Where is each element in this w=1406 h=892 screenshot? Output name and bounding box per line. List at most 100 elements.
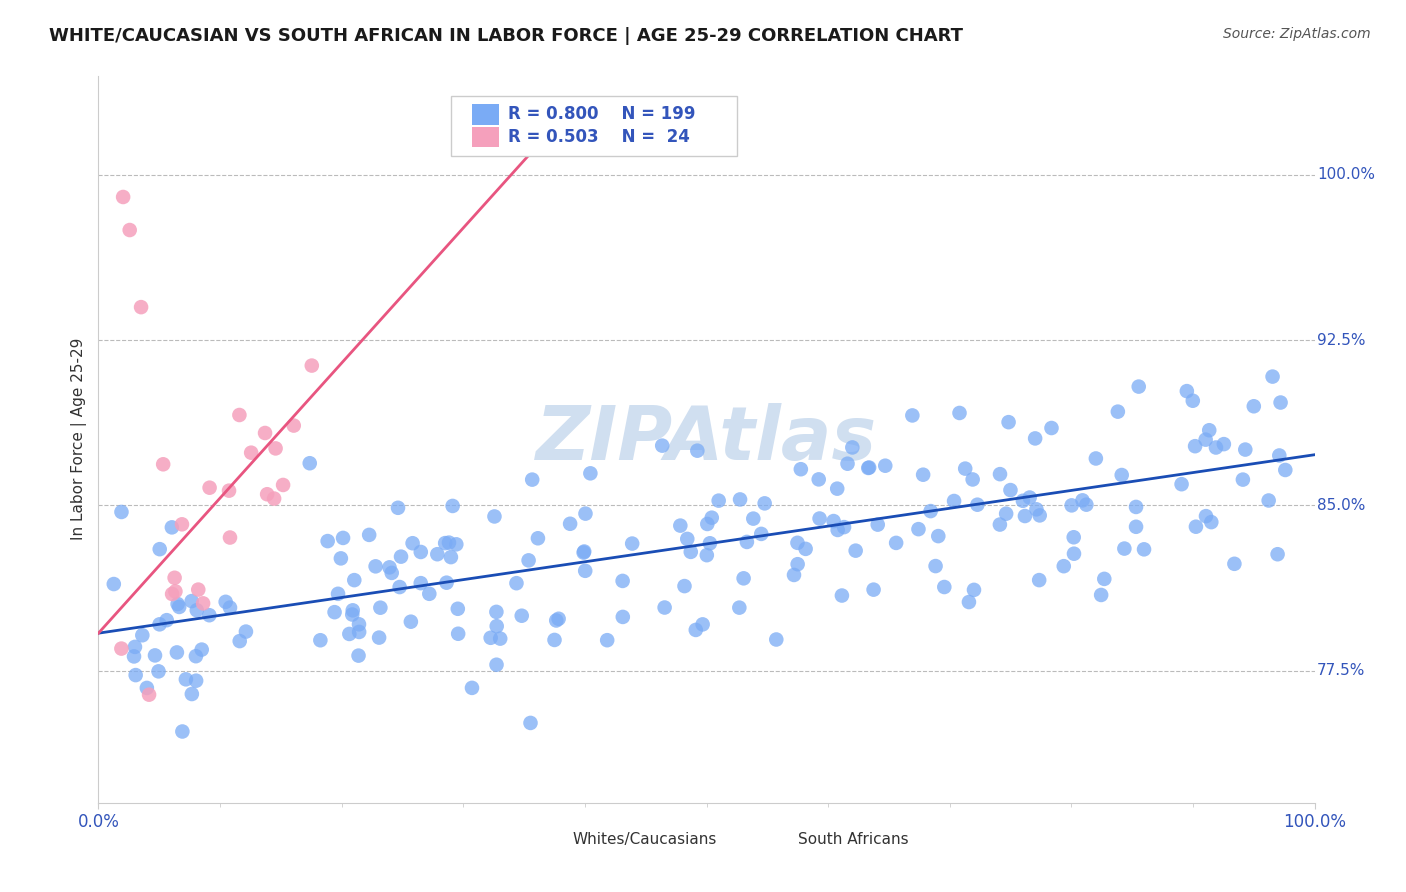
Point: [749, 527, 772, 541]
Point: [479, 631, 502, 645]
Point: [298, 456, 321, 470]
Point: [1232, 473, 1254, 487]
Point: [547, 612, 569, 626]
Point: [228, 634, 250, 648]
FancyBboxPatch shape: [506, 829, 564, 850]
Text: 77.5%: 77.5%: [1317, 663, 1365, 678]
Point: [1205, 441, 1227, 455]
Point: [707, 493, 730, 508]
Point: [988, 467, 1011, 482]
Point: [574, 544, 596, 558]
Point: [112, 190, 135, 204]
Point: [783, 568, 806, 582]
Point: [1133, 542, 1156, 557]
Point: [884, 536, 907, 550]
Text: R = 0.503    N =  24: R = 0.503 N = 24: [509, 128, 690, 146]
Point: [696, 548, 718, 562]
Point: [370, 600, 392, 615]
Point: [347, 617, 370, 632]
Point: [186, 603, 208, 617]
Point: [1268, 449, 1291, 463]
Point: [866, 517, 889, 532]
Point: [359, 528, 381, 542]
FancyBboxPatch shape: [731, 829, 789, 850]
Point: [735, 535, 758, 549]
Point: [409, 545, 432, 559]
Point: [686, 443, 709, 458]
Point: [651, 439, 673, 453]
Point: [957, 595, 980, 609]
Point: [389, 549, 412, 564]
Point: [342, 607, 364, 622]
Text: 92.5%: 92.5%: [1317, 333, 1365, 348]
Point: [347, 648, 370, 663]
Point: [254, 425, 277, 440]
Point: [198, 608, 221, 623]
Point: [485, 619, 508, 633]
Point: [485, 605, 508, 619]
Point: [546, 614, 568, 628]
Point: [700, 510, 723, 524]
Text: ZIPAtlas: ZIPAtlas: [536, 403, 877, 475]
Point: [1071, 493, 1094, 508]
Point: [378, 560, 401, 574]
Point: [347, 624, 370, 639]
Point: [329, 551, 352, 566]
Point: [172, 724, 194, 739]
Point: [858, 460, 880, 475]
Point: [1063, 530, 1085, 544]
Point: [381, 566, 404, 580]
Point: [988, 517, 1011, 532]
Point: [447, 626, 470, 640]
Point: [436, 575, 458, 590]
Point: [572, 545, 595, 559]
Point: [124, 640, 146, 654]
Point: [862, 582, 884, 597]
Point: [418, 587, 440, 601]
Point: [1234, 442, 1257, 457]
Point: [1198, 423, 1220, 437]
Point: [148, 665, 170, 679]
Point: [679, 545, 702, 559]
Point: [165, 584, 187, 599]
Point: [240, 446, 263, 460]
Point: [1185, 519, 1208, 533]
Point: [807, 472, 830, 486]
Point: [388, 580, 411, 594]
Point: [1212, 437, 1234, 451]
Point: [160, 520, 183, 534]
Point: [180, 594, 202, 608]
Text: 100.0%: 100.0%: [1317, 168, 1375, 183]
Point: [621, 536, 644, 550]
Point: [148, 617, 170, 632]
Point: [823, 514, 845, 528]
Point: [1223, 557, 1246, 571]
Point: [323, 605, 346, 619]
Point: [696, 516, 718, 531]
Point: [409, 576, 432, 591]
Point: [728, 492, 751, 507]
Point: [214, 595, 236, 609]
Point: [510, 608, 533, 623]
Point: [271, 478, 294, 492]
Point: [434, 536, 457, 550]
Point: [786, 558, 808, 572]
Point: [505, 576, 527, 591]
Point: [927, 529, 949, 543]
FancyBboxPatch shape: [472, 127, 499, 147]
Point: [122, 649, 145, 664]
Point: [103, 577, 125, 591]
Point: [184, 673, 207, 688]
Point: [1018, 491, 1040, 505]
Y-axis label: In Labor Force | Age 25-29: In Labor Force | Age 25-29: [72, 338, 87, 541]
Point: [699, 536, 721, 550]
Point: [558, 516, 581, 531]
Point: [596, 633, 619, 648]
Point: [1063, 547, 1085, 561]
Point: [187, 582, 209, 597]
Point: [485, 657, 508, 672]
Point: [845, 543, 868, 558]
FancyBboxPatch shape: [472, 104, 499, 125]
Point: [574, 507, 596, 521]
Point: [184, 649, 207, 664]
